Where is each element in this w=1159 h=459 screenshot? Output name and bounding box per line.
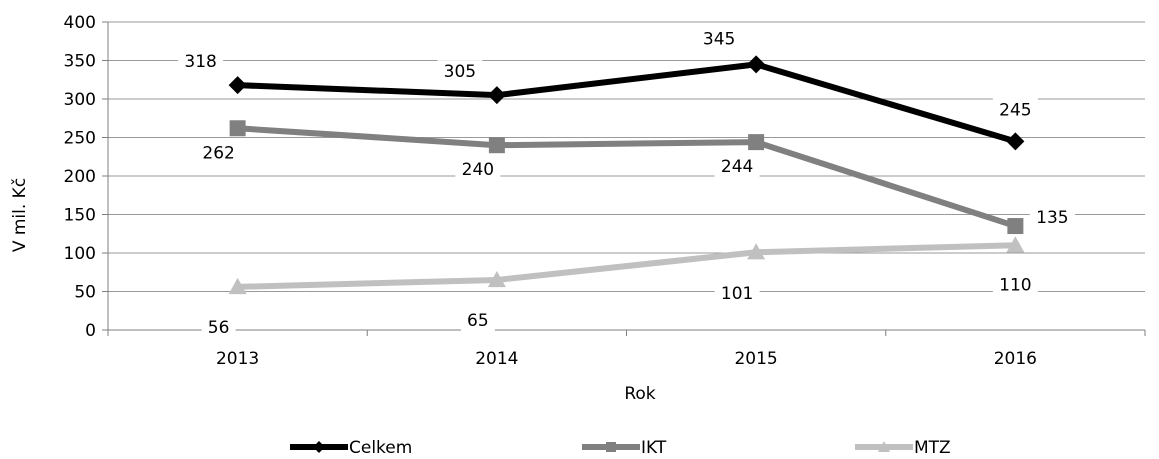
data-label-bg (992, 273, 1038, 296)
data-label-bg (455, 158, 501, 181)
data-label-bg (696, 27, 742, 50)
legend-item-celkem: Celkem (290, 438, 412, 458)
data-label-bg (1029, 206, 1075, 229)
x-tick-labels: 2013 2014 2015 2016 (216, 349, 1037, 369)
y-tick-label: 200 (64, 167, 96, 187)
data-label-mtz: 65 (467, 311, 489, 331)
y-tick-label: 400 (64, 13, 96, 33)
y-axis-title: V mil. Kč (10, 178, 30, 252)
series-line-ikt (237, 125, 1017, 229)
legend-label: Celkem (349, 438, 412, 458)
data-label-bg (714, 155, 760, 178)
data-point-mtz (747, 243, 766, 260)
data-point-mtz (228, 277, 247, 295)
y-tick-label: 300 (64, 90, 96, 110)
data-point-ikt (229, 120, 246, 137)
data-label-celkem: 305 (444, 62, 476, 82)
data-point-mtz (487, 270, 506, 288)
series-celkem (228, 55, 1025, 151)
data-label-mtz: 110 (999, 275, 1031, 295)
y-tick-label: 0 (85, 321, 96, 341)
data-point-celkem (228, 76, 247, 95)
data-label-bg (201, 315, 236, 338)
x-tick-label: 2015 (734, 349, 777, 369)
data-label-celkem: 345 (703, 29, 735, 49)
x-tick-label: 2013 (216, 349, 259, 369)
x-tick-label: 2016 (994, 349, 1037, 369)
data-label-ikt: 244 (721, 157, 753, 177)
data-point-ikt (488, 137, 505, 154)
data-label-bg (178, 50, 224, 73)
y-tick-label: 50 (74, 283, 96, 303)
data-label-bg (460, 308, 495, 331)
legend-item-ikt: IKT (582, 438, 667, 458)
data-label-bg (714, 282, 760, 305)
data-label-ikt: 135 (1036, 208, 1068, 228)
y-tick-label: 350 (64, 52, 96, 72)
x-axis-title: Rok (624, 384, 655, 404)
legend: Celkem IKT MTZ (290, 438, 951, 458)
data-point-celkem (747, 55, 766, 74)
data-point-celkem (487, 86, 506, 105)
y-tick-label: 100 (64, 244, 96, 264)
y-tick-label: 250 (64, 129, 96, 149)
data-label-mtz: 56 (208, 318, 230, 338)
axes (107, 22, 1146, 336)
data-label-celkem: 318 (184, 52, 216, 72)
data-point-mtz (1006, 236, 1025, 253)
data-label-ikt: 262 (202, 143, 234, 163)
data-point-ikt (1007, 218, 1024, 235)
series-mtz (228, 236, 1025, 295)
data-labels: 318 305 345 245 262 240 244 135 56 65 101 110 (178, 27, 1075, 338)
series-group (228, 55, 1025, 295)
series-ikt (229, 120, 1024, 235)
x-tick-label: 2014 (475, 349, 518, 369)
data-point-ikt (748, 134, 765, 151)
y-tick-label: 150 (64, 206, 96, 226)
data-label-bg (992, 98, 1038, 121)
legend-item-mtz: MTZ (855, 438, 951, 458)
data-label-bg (437, 60, 483, 83)
series-line-celkem (237, 61, 1017, 145)
series-line-mtz (237, 242, 1016, 290)
data-label-bg (196, 141, 242, 164)
legend-label: MTZ (914, 438, 951, 458)
data-label-celkem: 245 (999, 100, 1031, 120)
legend-marker (606, 442, 616, 452)
data-point-celkem (1006, 132, 1025, 151)
legend-marker (313, 441, 325, 453)
data-label-mtz: 101 (721, 284, 753, 304)
grid-lines (102, 21, 1145, 331)
legend-marker (878, 441, 890, 452)
data-label-ikt: 240 (462, 160, 494, 180)
y-tick-labels: 0 50 100 150 200 250 300 350 400 (64, 13, 96, 341)
legend-label: IKT (641, 438, 667, 458)
